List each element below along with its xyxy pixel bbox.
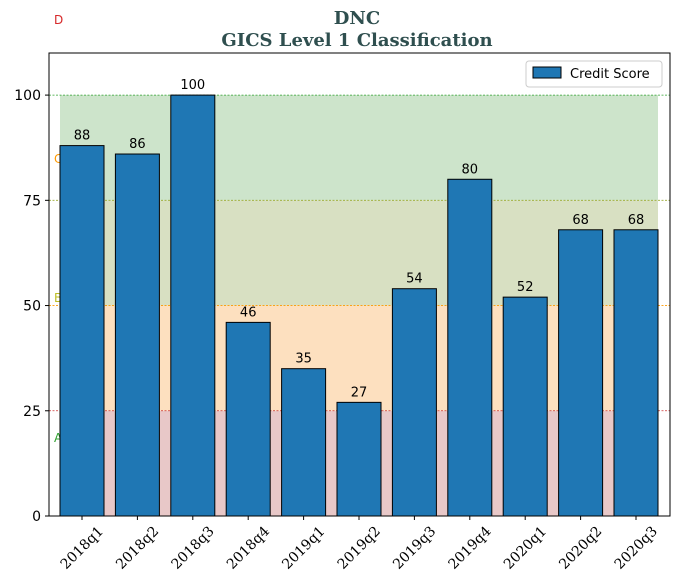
y-tick-label: 0 — [32, 509, 41, 525]
bar-value-label: 46 — [240, 305, 257, 320]
bar-value-label: 100 — [180, 78, 205, 93]
legend: Credit Score — [525, 60, 663, 88]
bar-value-label: 80 — [462, 162, 479, 177]
legend-swatch — [532, 66, 562, 79]
x-tick-label: 2018q4 — [224, 523, 273, 572]
bar-value-label: 86 — [129, 137, 146, 152]
bar-2020q1 — [502, 296, 548, 517]
bar-value-label: 27 — [351, 385, 368, 400]
bar-value-label: 54 — [406, 272, 423, 287]
bar-2019q3 — [391, 288, 437, 517]
chart-subtitle: GICS Level 1 Classification — [221, 30, 492, 51]
x-tick-label: 2020q2 — [556, 524, 605, 573]
bar-value-label: 68 — [572, 213, 589, 228]
zone-label-D: D — [54, 13, 63, 27]
x-tick-label: 2019q4 — [445, 523, 494, 572]
x-tick-label: 2020q1 — [501, 524, 550, 573]
zone-label-B: B — [54, 291, 62, 305]
bar-2020q3 — [613, 229, 659, 517]
zone-label-C: C — [54, 152, 62, 166]
x-tick-label: 2018q1 — [58, 524, 107, 573]
bar-2019q1 — [281, 368, 327, 517]
bars: 88 86 100 46 35 27 54 80 52 68 68 — [59, 78, 659, 517]
y-tick-label: 50 — [23, 299, 41, 315]
x-tick-label: 2020q3 — [612, 524, 661, 573]
bar-2018q2 — [114, 153, 160, 517]
bar-2020q2 — [558, 229, 604, 517]
y-tick-label: 75 — [23, 193, 41, 209]
legend-label: Credit Score — [570, 67, 650, 82]
x-tick-label: 2019q2 — [335, 524, 384, 573]
y-tick-label: 100 — [14, 88, 41, 104]
bar-2019q2 — [336, 401, 382, 517]
x-tick-label: 2019q1 — [279, 524, 328, 573]
x-tick-label: 2018q3 — [168, 524, 217, 573]
zone-label-A: A — [54, 431, 63, 445]
y-tick-label: 25 — [23, 404, 41, 420]
bar-value-label: 88 — [74, 129, 91, 144]
bar-value-label: 68 — [628, 213, 645, 228]
bar-2018q4 — [225, 321, 271, 517]
chart-title: DNC — [334, 8, 380, 29]
x-tick-label: 2019q3 — [390, 524, 439, 573]
bar-value-label: 35 — [295, 352, 312, 367]
bar-2018q1 — [59, 145, 105, 517]
bar-value-label: 52 — [517, 280, 534, 295]
x-tick-label: 2018q2 — [113, 524, 162, 573]
bar-2018q3 — [170, 94, 216, 517]
bar-2019q4 — [447, 178, 493, 517]
